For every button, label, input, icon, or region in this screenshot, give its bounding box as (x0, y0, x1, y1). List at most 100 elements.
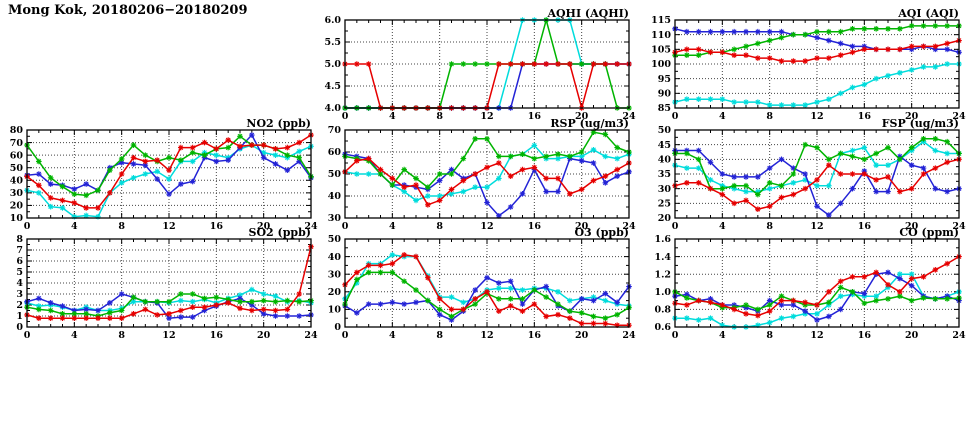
data-point-marker (484, 274, 490, 281)
data-point-marker (861, 43, 868, 50)
data-point-marker (731, 46, 737, 53)
y-tick-label: 1.0 (654, 287, 671, 298)
data-point-marker (284, 306, 291, 313)
y-tick-label: 35 (658, 169, 671, 180)
y-tick-label: 50 (328, 169, 342, 180)
data-point-marker (695, 297, 702, 304)
data-point-marker (826, 55, 832, 61)
data-point-marker (755, 99, 761, 105)
y-tick-label: 60 (328, 147, 342, 158)
data-point-marker (543, 294, 549, 300)
data-point-marker (260, 311, 267, 317)
data-point-marker (743, 311, 749, 317)
data-point-marker (448, 166, 455, 173)
data-point-marker (296, 148, 302, 155)
data-point-marker (778, 297, 785, 304)
data-point-marker (614, 322, 620, 329)
data-point-marker (448, 294, 455, 300)
x-tick-label: 24 (952, 111, 966, 122)
data-point-marker (354, 171, 360, 177)
data-point-marker (201, 304, 208, 310)
data-point-marker (755, 306, 761, 313)
data-point-marker (826, 313, 832, 320)
data-point-marker (695, 317, 702, 323)
data-point-marker (225, 144, 231, 151)
data-point-marker (484, 289, 490, 295)
data-point-marker (755, 174, 761, 180)
data-point-marker (920, 165, 927, 171)
data-point-marker (225, 296, 231, 303)
data-point-marker (719, 28, 726, 35)
data-point-marker (460, 155, 467, 162)
data-point-marker (201, 152, 208, 158)
data-point-marker (354, 269, 360, 276)
data-point-marker (908, 162, 915, 168)
chart-title-so2: SO2 (ppb) (248, 226, 312, 239)
data-point-marker (543, 175, 549, 182)
data-point-marker (519, 151, 526, 157)
data-point-marker (237, 292, 243, 298)
data-point-marker (496, 296, 502, 302)
y-tick-label: 90 (658, 89, 672, 100)
x-tick-label: 16 (858, 330, 872, 341)
data-point-marker (602, 153, 609, 160)
chart-plot-co: 0.6 0.8 1.0 1.2 1.4 1.6 0 4 8 12 16 20 24 (654, 234, 966, 341)
page-title: Mong Kok, 20180206−20180209 (8, 3, 248, 18)
data-point-marker (154, 176, 160, 182)
x-tick-label: 0 (24, 221, 31, 232)
data-point-marker (755, 40, 761, 47)
data-point-marker (130, 142, 137, 148)
data-point-marker (201, 139, 208, 146)
data-point-marker (602, 315, 609, 321)
series-red (342, 155, 632, 208)
data-point-marker (778, 194, 785, 201)
data-point-marker (543, 283, 549, 290)
data-point-marker (83, 205, 89, 211)
data-point-marker (71, 213, 78, 220)
data-point-marker (695, 96, 702, 102)
data-point-marker (354, 158, 360, 164)
data-point-marker (861, 156, 868, 163)
data-point-marker (389, 252, 396, 258)
data-point-marker (814, 177, 820, 183)
y-tick-label: 5.0 (324, 59, 341, 70)
data-point-marker (743, 188, 749, 195)
data-point-marker (354, 276, 360, 283)
data-point-marker (519, 61, 526, 67)
data-point-marker (377, 166, 384, 173)
y-tick-label: 40 (10, 175, 24, 186)
data-point-marker (178, 314, 184, 320)
data-point-marker (766, 165, 773, 171)
data-point-marker (743, 99, 749, 105)
axis-labels: 0 10 20 30 40 50 0 4 8 12 16 20 24 (328, 234, 636, 341)
data-point-marker (401, 166, 407, 173)
data-point-marker (826, 289, 832, 295)
data-point-marker (920, 138, 927, 145)
data-point-marker (908, 271, 915, 277)
data-point-marker (944, 260, 950, 267)
data-point-marker (695, 28, 702, 35)
chart-co: CO (ppm) 0.6 0.8 1.0 1.2 1.4 1.6 0 4 8 12 16 20 24 (641, 227, 967, 344)
data-point-marker (59, 315, 66, 321)
x-tick-label: 4 (719, 111, 726, 122)
data-point-marker (36, 315, 42, 321)
data-point-marker (59, 311, 66, 317)
data-point-marker (460, 177, 467, 184)
grid (27, 130, 311, 218)
data-point-marker (920, 43, 927, 50)
data-point-marker (837, 284, 844, 291)
data-point-marker (130, 154, 137, 161)
data-point-marker (249, 302, 255, 308)
data-point-marker (496, 153, 502, 160)
data-point-marker (837, 28, 844, 35)
data-point-marker (507, 285, 514, 292)
data-point-marker (118, 180, 125, 186)
data-point-marker (496, 160, 502, 166)
data-point-marker (849, 171, 856, 177)
data-point-marker (83, 192, 89, 199)
data-point-marker (849, 43, 856, 50)
y-tick-label: 2 (16, 300, 23, 311)
data-point-marker (189, 291, 196, 297)
y-tick-label: 40 (328, 191, 342, 202)
